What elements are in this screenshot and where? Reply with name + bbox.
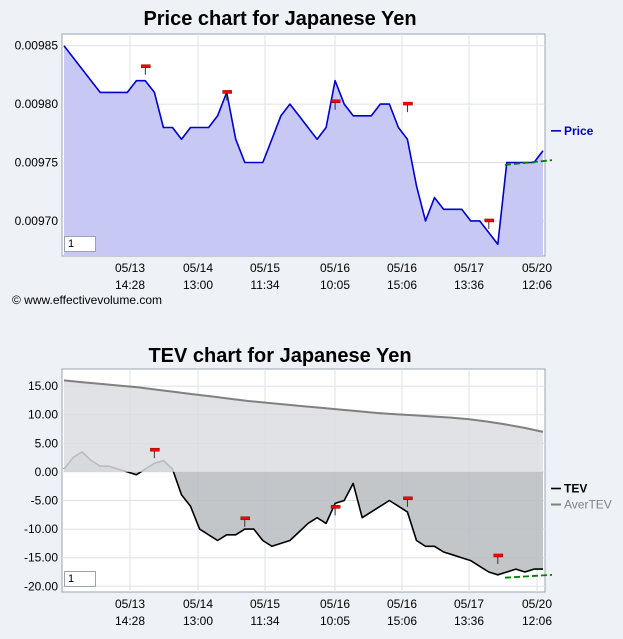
tev-y-tick-label: 10.00 bbox=[28, 408, 58, 422]
price-legend-label-price: Price bbox=[564, 124, 594, 138]
tev-x-tick-time: 10:05 bbox=[320, 614, 350, 628]
price-marker bbox=[222, 90, 232, 94]
tev-x-tick-date: 05/20 bbox=[522, 597, 552, 611]
tev-x-tick-time: 15:06 bbox=[387, 614, 417, 628]
price-x-tick-time: 14:28 bbox=[115, 278, 145, 292]
price-x-tick-time: 13:00 bbox=[183, 278, 213, 292]
price-x-tick-date: 05/15 bbox=[250, 261, 280, 275]
tev-x-tick-time: 12:06 bbox=[522, 614, 552, 628]
tev-x-tick-date: 05/16 bbox=[320, 597, 350, 611]
price-chart: 0.00970 0.00975 0.00980 0.00985 05/13 14:28 05… bbox=[15, 33, 594, 292]
price-y-tick-label: 0.00985 bbox=[15, 39, 59, 53]
tev-marker bbox=[403, 496, 413, 501]
tev-avertev-fill bbox=[64, 380, 543, 472]
tev-y-tick-label: -15.00 bbox=[24, 551, 58, 565]
price-marker bbox=[403, 101, 413, 106]
price-x-tick-date: 05/14 bbox=[183, 261, 213, 275]
tev-x-tick-date: 05/13 bbox=[115, 597, 145, 611]
price-area-fill bbox=[64, 45, 543, 257]
price-marker bbox=[484, 218, 495, 223]
tev-marker bbox=[330, 505, 341, 509]
price-y-tick-label: 0.00980 bbox=[15, 97, 59, 111]
tev-y-tick-label: -5.00 bbox=[31, 494, 59, 508]
tev-trend-line bbox=[504, 573, 553, 579]
price-x-tick-date: 05/16 bbox=[320, 261, 350, 275]
price-x-tick-date: 05/16 bbox=[387, 261, 417, 275]
tev-marker bbox=[240, 516, 251, 521]
tev-x-tick-time: 14:28 bbox=[115, 614, 145, 628]
price-marker bbox=[330, 99, 341, 104]
tev-x-tick-time: 13:00 bbox=[183, 614, 213, 628]
tev-x-tick-date: 05/14 bbox=[183, 597, 213, 611]
tev-y-tick-label: 5.00 bbox=[35, 436, 59, 450]
tev-zoom-input[interactable]: 1 bbox=[64, 571, 96, 587]
tev-x-tick-date: 05/15 bbox=[250, 597, 280, 611]
price-y-tick-label: 0.00970 bbox=[15, 214, 59, 228]
price-series-price bbox=[63, 45, 544, 246]
tev-chart-title: TEV chart for Japanese Yen bbox=[148, 345, 412, 367]
tev-y-tick-label: -10.00 bbox=[24, 522, 58, 536]
tev-y-tick-label: -20.00 bbox=[24, 579, 58, 593]
price-x-tick-date: 05/20 bbox=[522, 261, 552, 275]
price-x-tick-time: 13:36 bbox=[454, 278, 484, 292]
price-x-tick-time: 12:06 bbox=[522, 278, 552, 292]
tev-x-tick-time: 13:36 bbox=[454, 614, 484, 628]
price-trend-line bbox=[504, 159, 553, 166]
tev-x-tick-date: 05/16 bbox=[387, 597, 417, 611]
tev-y-tick-label: 0.00 bbox=[35, 465, 59, 479]
price-chart-title: Price chart for Japanese Yen bbox=[143, 8, 417, 30]
price-marker bbox=[141, 64, 151, 68]
tev-x-tick-time: 11:34 bbox=[250, 614, 279, 628]
tev-marker bbox=[493, 553, 504, 558]
tev-legend-label-avertev: AverTEV bbox=[564, 498, 612, 512]
price-y-tick-label: 0.00975 bbox=[15, 156, 59, 170]
price-x-tick-date: 05/17 bbox=[454, 261, 484, 275]
tev-y-tick-label: 15.00 bbox=[28, 379, 58, 393]
copyright-text: © www.effectivevolume.com bbox=[12, 293, 163, 307]
price-x-tick-time: 10:05 bbox=[320, 278, 350, 292]
price-x-tick-date: 05/13 bbox=[115, 261, 145, 275]
tev-x-tick-date: 05/17 bbox=[454, 597, 484, 611]
tev-marker bbox=[150, 447, 160, 452]
tev-chart: 15.00 10.00 5.00 0.00 -5.00 -10.00 -15.00 -20.0… bbox=[24, 368, 612, 628]
price-zoom-input[interactable]: 1 bbox=[64, 236, 96, 252]
price-x-tick-time: 15:06 bbox=[387, 278, 417, 292]
price-x-tick-time: 11:34 bbox=[250, 278, 279, 292]
tev-series-avertev bbox=[63, 379, 544, 433]
tev-legend-label-tev: TEV bbox=[564, 482, 587, 496]
